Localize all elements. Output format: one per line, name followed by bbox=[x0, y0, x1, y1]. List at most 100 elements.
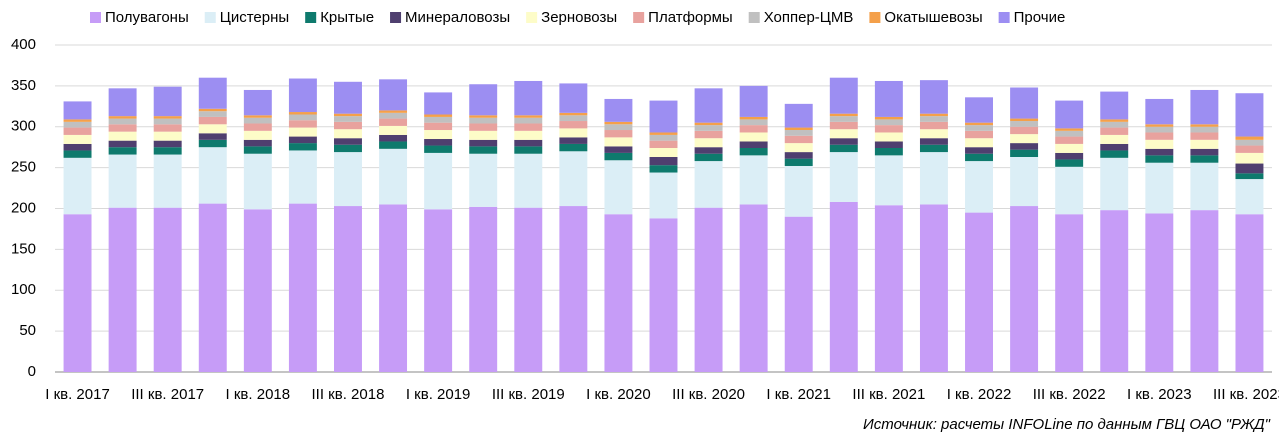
bar-segment bbox=[153, 86, 182, 117]
bar-segment bbox=[469, 84, 498, 116]
bar-segment bbox=[1055, 136, 1084, 144]
bar-segment bbox=[784, 152, 813, 159]
bar-segment bbox=[379, 204, 408, 372]
bar-segment bbox=[1235, 179, 1264, 215]
bar-segment bbox=[198, 77, 227, 109]
bar-segment bbox=[1010, 156, 1039, 207]
bar-segment bbox=[739, 132, 768, 142]
bar-segment bbox=[604, 214, 633, 372]
bar-segment bbox=[379, 118, 408, 126]
bar-segment bbox=[1010, 206, 1039, 372]
bar-segment bbox=[874, 141, 903, 149]
bar-segment bbox=[1010, 121, 1039, 127]
bar-segment bbox=[63, 101, 92, 120]
bar-segment bbox=[829, 152, 858, 202]
bar-segment bbox=[334, 121, 362, 130]
bar-segment bbox=[1055, 166, 1084, 215]
bar-segment bbox=[198, 116, 227, 125]
legend-label: Зерновозы bbox=[541, 9, 617, 26]
bar-segment bbox=[965, 125, 993, 131]
bar-segment bbox=[559, 83, 588, 113]
bar-segment bbox=[739, 141, 768, 149]
bar-segment bbox=[1190, 148, 1219, 156]
bar-segment bbox=[153, 131, 182, 141]
bar-segment bbox=[1235, 93, 1264, 137]
bar-segment bbox=[829, 138, 858, 145]
bar-segment bbox=[514, 115, 543, 118]
bar-segment bbox=[919, 152, 948, 205]
bar-segment bbox=[469, 139, 498, 147]
bar-segment bbox=[424, 130, 453, 140]
bar-segment bbox=[829, 144, 858, 153]
bar-segment bbox=[243, 209, 272, 372]
bar-segment bbox=[288, 78, 317, 113]
x-tick-label: I кв. 2023 bbox=[1127, 386, 1192, 403]
bar-segment bbox=[829, 77, 858, 114]
bar-segment bbox=[604, 137, 633, 147]
bar-segment bbox=[1190, 132, 1219, 140]
bar-segment bbox=[604, 146, 633, 153]
bar-segment bbox=[739, 119, 768, 126]
bar-segment bbox=[1100, 119, 1129, 122]
bar-segment bbox=[1010, 118, 1039, 122]
bar-segment bbox=[1190, 124, 1219, 127]
bar-segment bbox=[874, 116, 903, 120]
bar-segment bbox=[108, 124, 137, 132]
bar-segment bbox=[153, 140, 182, 148]
bar-segment bbox=[469, 153, 498, 207]
bar-segment bbox=[63, 119, 92, 122]
legend-swatch bbox=[633, 12, 645, 23]
x-tick-label: I кв. 2020 bbox=[586, 386, 651, 403]
bar-segment bbox=[784, 135, 813, 144]
y-tick-label: 0 bbox=[28, 363, 36, 380]
bar-segment bbox=[965, 212, 993, 372]
y-tick-label: 50 bbox=[19, 322, 36, 339]
bar-segment bbox=[784, 103, 813, 128]
y-tick-label: 200 bbox=[11, 199, 36, 216]
bar-segment bbox=[559, 151, 588, 207]
bar-segment bbox=[1100, 91, 1129, 120]
x-tick-label: III кв. 2019 bbox=[492, 386, 565, 403]
bar-segment bbox=[1235, 139, 1264, 146]
bar-segment bbox=[649, 218, 678, 372]
bar-segment bbox=[243, 146, 272, 154]
bar-segment bbox=[694, 122, 723, 126]
bar-segment bbox=[469, 117, 498, 124]
bar-segment bbox=[288, 150, 317, 204]
y-tick-label: 300 bbox=[11, 118, 36, 135]
bar-segment bbox=[469, 146, 498, 154]
bar-segment bbox=[1055, 143, 1084, 153]
bar-segment bbox=[243, 117, 272, 124]
legend-swatch bbox=[90, 12, 101, 23]
legend-swatch bbox=[305, 12, 317, 23]
x-tick-label: I кв. 2022 bbox=[947, 386, 1012, 403]
bar-segment bbox=[739, 85, 768, 117]
bar-segment bbox=[559, 121, 588, 129]
bar-segment bbox=[334, 144, 362, 153]
bar-segment bbox=[243, 153, 272, 210]
bar-segment bbox=[919, 80, 948, 114]
bar-segment bbox=[1145, 124, 1174, 127]
bar-segment bbox=[1235, 145, 1264, 153]
legend-label: Прочие bbox=[1014, 9, 1066, 26]
bar-segment bbox=[919, 138, 948, 145]
bar-segment bbox=[424, 114, 453, 117]
legend-label: Хоппер-ЦМВ bbox=[764, 9, 854, 26]
bar-segment bbox=[424, 152, 453, 210]
bar-segment bbox=[379, 110, 408, 113]
bar-segment bbox=[63, 157, 92, 215]
bar-segment bbox=[108, 131, 137, 141]
bar-segment bbox=[604, 98, 633, 122]
bar-segment bbox=[334, 206, 362, 372]
bar-segment bbox=[694, 161, 723, 208]
bar-segment bbox=[198, 203, 227, 372]
bar-segment bbox=[559, 112, 588, 116]
bar-segment bbox=[63, 143, 92, 151]
bar-segment bbox=[1145, 139, 1174, 149]
bar-segment bbox=[829, 113, 858, 117]
bar-segment bbox=[919, 121, 948, 130]
bar-segment bbox=[1100, 121, 1129, 128]
bar-segment bbox=[965, 161, 993, 213]
bar-segment bbox=[739, 116, 768, 120]
